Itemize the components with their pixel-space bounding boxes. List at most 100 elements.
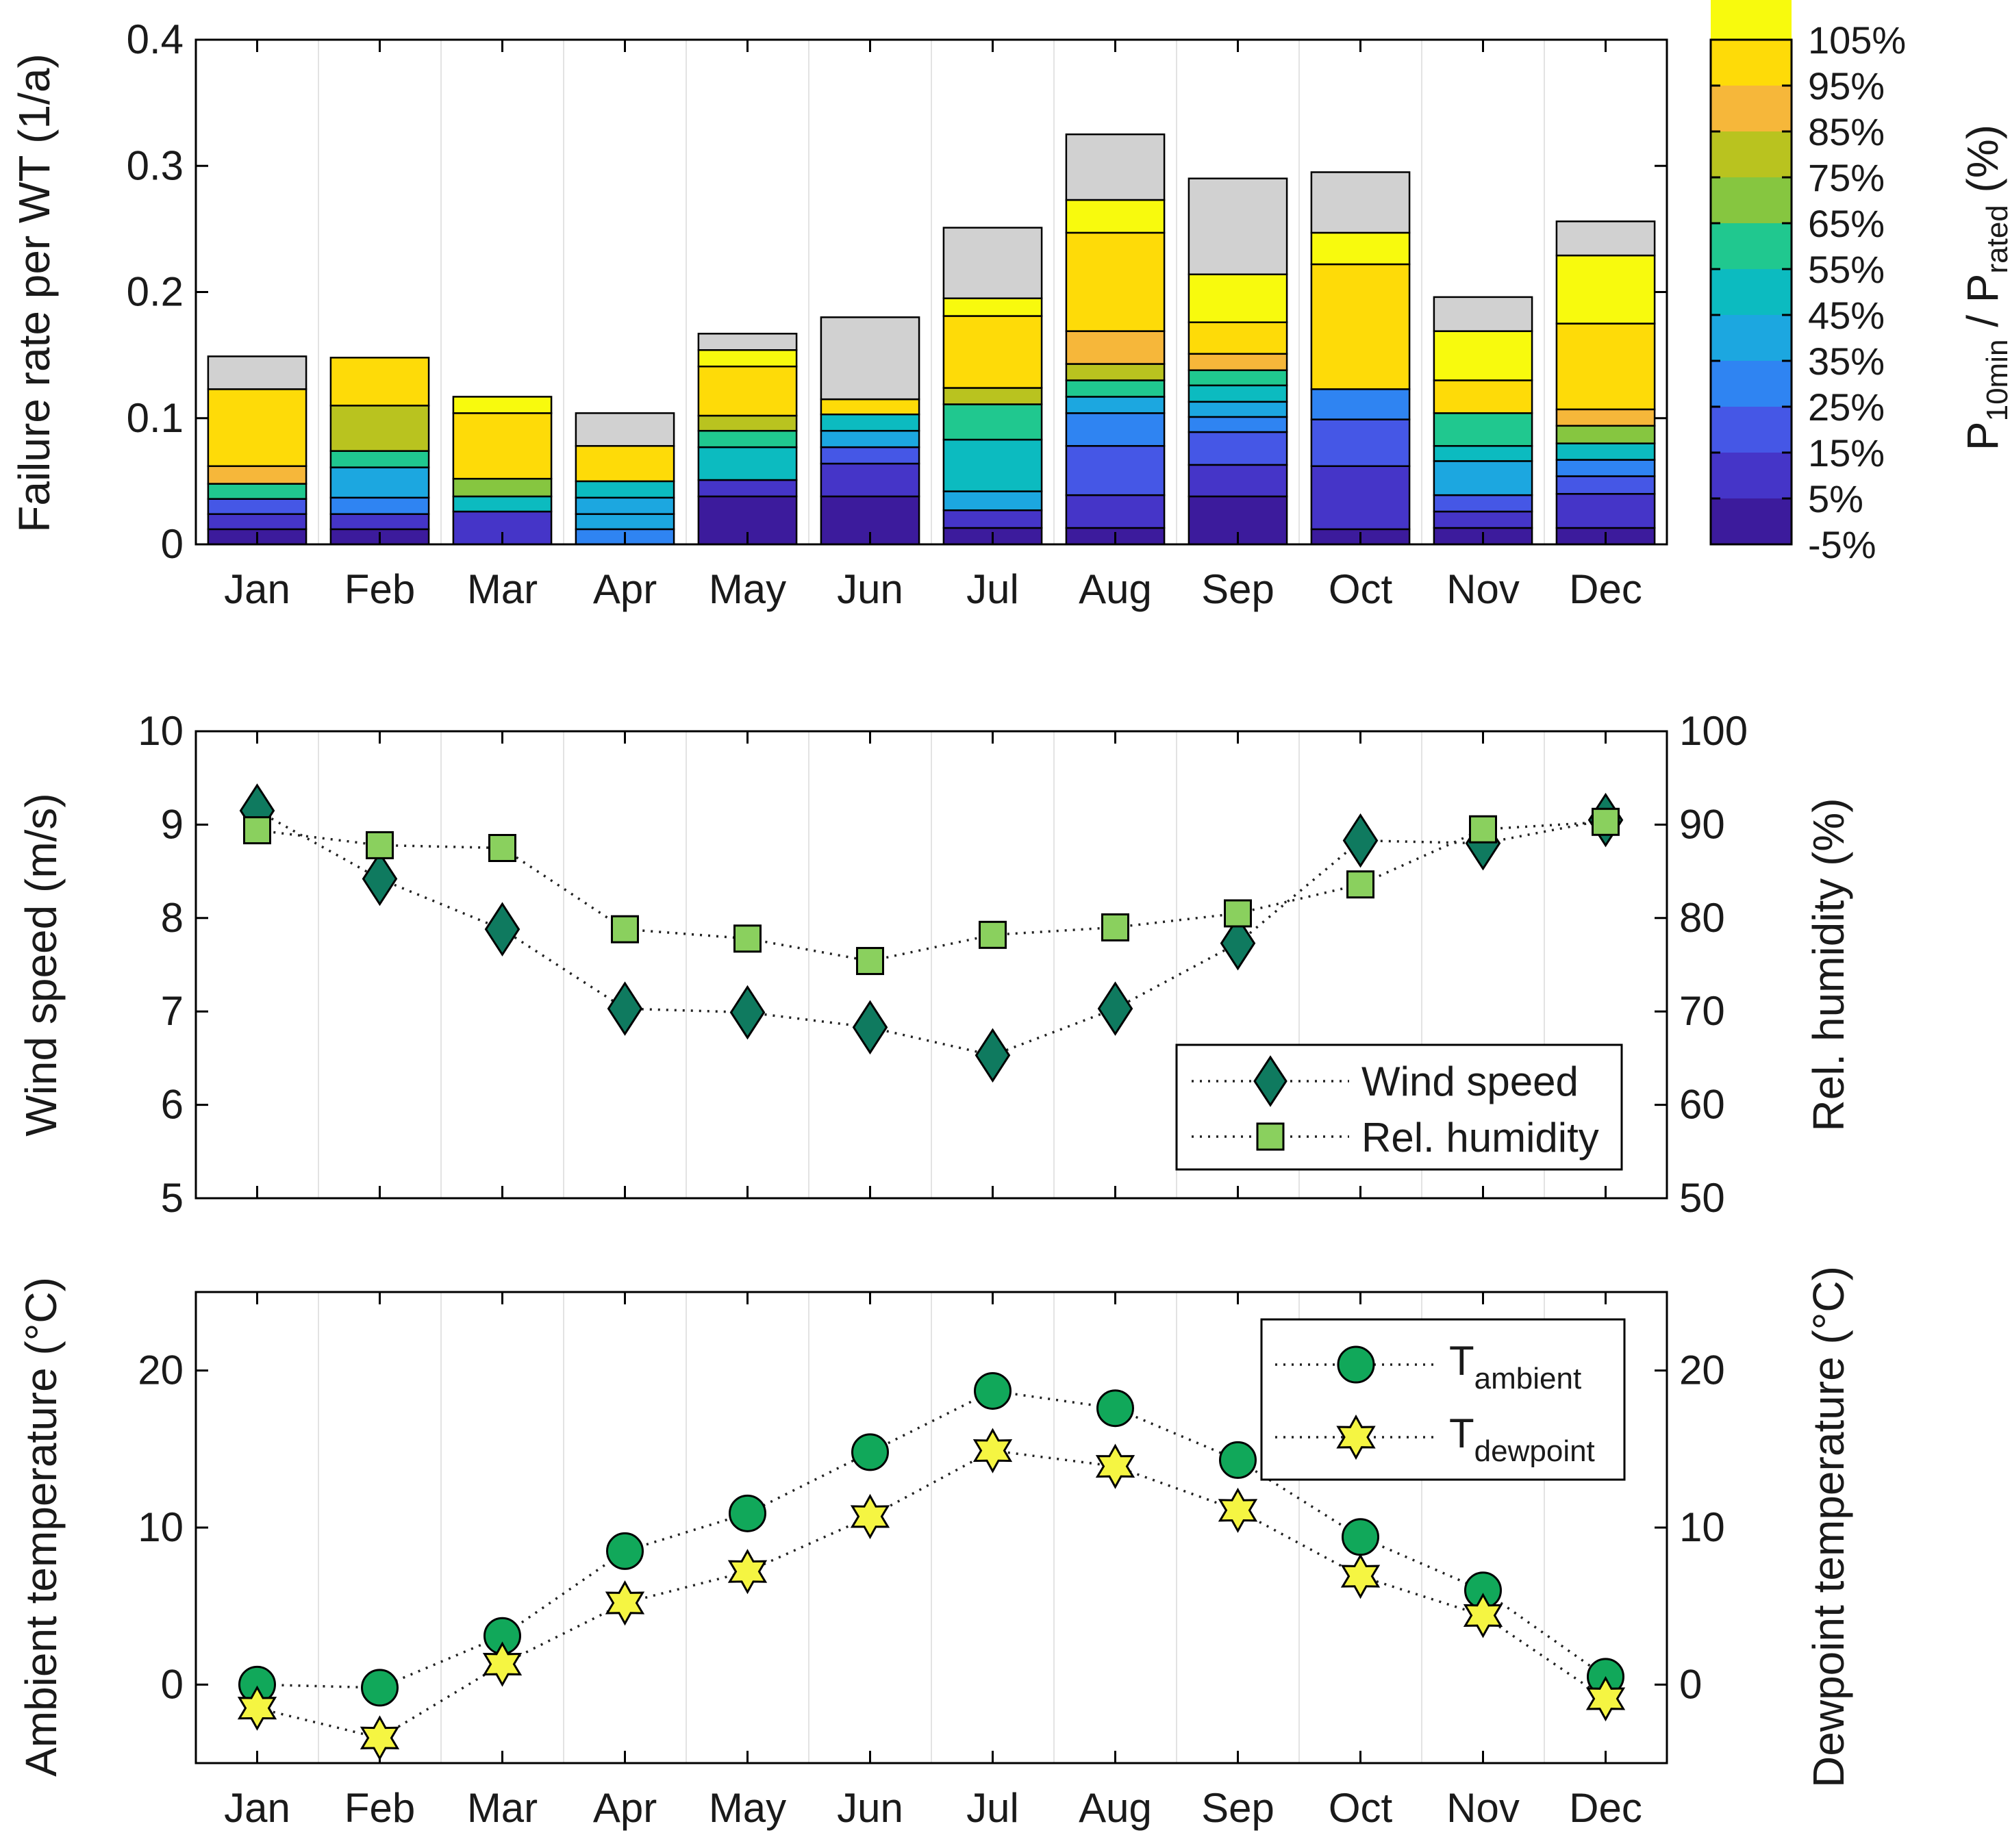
y-tick-label-left: 20 [138,1347,184,1393]
bar-segment-apr [575,412,675,447]
colorbar-tick-label: 15% [1808,431,1885,474]
bar-segment-sep [1188,273,1288,323]
bar-segment-oct [1310,465,1411,531]
colorbar-tick-label: 105% [1808,18,1906,62]
bar-segment-feb [329,450,430,468]
y-tick-label-right: 60 [1679,1082,1725,1128]
x-tick-label-feb: Feb [344,566,415,612]
rel-humidity-point [733,924,762,953]
bar-segment-jul [942,490,1043,511]
bar-segment-dec [1555,322,1656,411]
dewpoint-temperature-point [972,1428,1013,1473]
bar-segment-apr [575,480,675,499]
bar-segment-dec [1555,459,1656,477]
colorbar-block [1711,269,1792,315]
y-tick-label-right: 100 [1679,708,1748,754]
bar-segment-nov [1433,510,1533,529]
colorbar-tick-label: 35% [1808,340,1885,383]
colorbar-tick-label: 5% [1808,477,1863,520]
colorbar-tick-label: 45% [1808,294,1885,337]
bar-segment-may [697,349,798,368]
bar-segment-jan [207,513,307,531]
legend-humidity-label: Rel. humidity [1361,1115,1599,1161]
dewpoint-temperature-point [482,1641,523,1687]
ambient-temperature-point [1096,1389,1134,1428]
bar-segment-jul [942,403,1043,441]
bar-segment-sep [1188,384,1288,403]
y-tick-label: 0.1 [127,395,184,441]
colorbar-block [1711,0,1792,40]
rel-humidity-point [1346,870,1374,899]
bar-segment-nov [1433,412,1533,447]
rel-humidity-point [979,920,1007,949]
colorbar: -5%5%15%25%35%45%55%65%75%85%95%105% P10… [1709,0,2010,566]
bar-segment-jan [207,498,307,516]
bar-segment-dec [1555,408,1656,427]
legend-dewpoint-label: Tdewpoint [1449,1410,1595,1468]
temperature-series [237,1371,1626,1761]
bar-segment-sep [1188,353,1288,371]
colorbar-tick-label: 75% [1808,156,1885,199]
bar-segment-may [697,446,798,481]
colorbar-ticks: -5%5%15%25%35%45%55%65%75%85%95%105% [1711,18,1906,566]
wind-speed-point [607,981,643,1036]
rel-humidity-point [611,915,639,944]
bar-segment-jan [207,388,307,468]
x-tick-label-mar: Mar [467,1785,538,1831]
y-tick-label-right: 0 [1679,1661,1702,1707]
failure-rate-ticks: 0 0.1 0.2 0.3 0.4 Jan Feb Mar Apr May Jun Jul Aug Sep… [127,16,1667,612]
y-tick-label: 0 [161,521,184,567]
y-tick-label-right: 50 [1679,1175,1725,1221]
x-tick-label-aug: Aug [1079,566,1152,612]
colorbar-block [1711,453,1792,498]
rel-humidity-point [1224,899,1252,928]
colorbar-block [1711,131,1792,177]
y-tick-label-left: 6 [161,1082,184,1128]
wind-humidity-panel: 5 6 7 8 9 10 50 60 70 80 90 100 Wind speed (m/s) Re… [16,708,1853,1221]
bar-segment-oct [1310,388,1411,420]
x-tick-label-oct: Oct [1329,1785,1393,1831]
x-tick-label-dec: Dec [1569,566,1642,612]
ambient-temperature-point [851,1433,889,1471]
ambient-temperature-point [974,1371,1012,1410]
colorbar-label: P10min / Prated (%) [1958,125,2010,451]
failure-rate-bars [207,133,1656,546]
bar-segment-feb [329,357,430,407]
x-tick-label-may: May [709,566,786,612]
x-tick-label-jun: Jun [837,1785,903,1831]
x-tick-label-sep: Sep [1201,1785,1274,1831]
x-tick-label-jan: Jan [224,1785,290,1831]
wind-humidity-gridlines [318,731,1545,1198]
bar-segment-nov [1433,296,1533,332]
colorbar-block [1711,40,1792,86]
bar-segment-aug [1065,199,1166,234]
bar-segment-jul [942,297,1043,317]
bar-segment-jun [820,462,920,498]
bar-segment-oct [1310,231,1411,266]
dewpoint-temperature-point [1340,1554,1381,1599]
dewpoint-temperature-ylabel: Dewpoint temperature (°C) [1804,1266,1853,1788]
rel-humidity-point [856,947,884,976]
y-tick-label-left: 10 [138,1504,184,1550]
bar-segment-mar [452,412,553,480]
bar-segment-aug [1065,330,1166,365]
bar-segment-feb [329,466,430,499]
y-tick-label-right: 10 [1679,1504,1725,1550]
bar-segment-may [697,414,798,432]
colorbar-block [1711,498,1792,544]
wind-speed-point [1097,981,1133,1036]
x-tick-label-sep: Sep [1201,566,1274,612]
bar-segment-jul [942,315,1043,389]
y-tick-label-right: 20 [1679,1347,1725,1393]
bar-segment-jun [820,316,920,401]
bar-segment-jul [942,227,1043,299]
colorbar-tick-label: 85% [1808,110,1885,153]
ambient-temperature-ylabel: Ambient temperature (°C) [16,1277,66,1777]
wind-speed-point [1220,915,1256,971]
bar-segment-dec [1555,493,1656,529]
rel-humidity-point [1469,815,1497,844]
legend-wind-label: Wind speed [1361,1059,1579,1104]
bar-segment-dec [1555,254,1656,325]
y-tick-label-left: 8 [161,895,184,941]
colorbar-block [1711,223,1792,269]
